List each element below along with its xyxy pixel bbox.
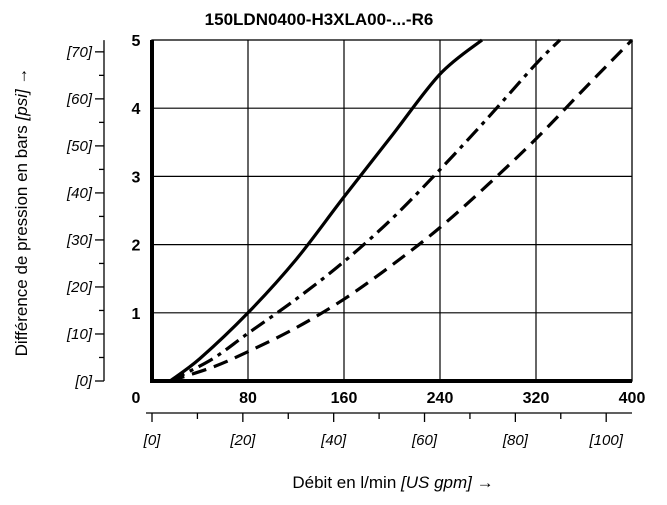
x-tick-label-320: 320 <box>523 390 550 407</box>
x-secondary-tick-label-20: [20] <box>229 432 256 449</box>
tick-labels: 0 80 160 240 320 400 1 2 3 4 5 [0] [20] [40] [60] [80] [… <box>66 33 645 449</box>
y-secondary-tick-label-0: [0] <box>74 373 93 390</box>
series-line-solid <box>169 38 484 383</box>
x-secondary-tick-label-100: [100] <box>589 432 624 449</box>
series-line-dashed <box>169 38 634 383</box>
y-secondary-tick-label-50: [50] <box>66 138 93 155</box>
y-secondary-tick-label-40: [40] <box>66 185 93 202</box>
x-axis-label-text: Débit en l/min <box>292 473 396 492</box>
y-tick-label-5: 5 <box>132 33 141 50</box>
x-secondary-tick-label-60: [60] <box>411 432 438 449</box>
y-axis-label-text: Différence de pression en bars <box>12 125 31 356</box>
plot-frame <box>151 39 633 382</box>
y-tick-label-3: 3 <box>132 169 141 186</box>
x-tick-label-80: 80 <box>239 390 257 407</box>
x-secondary-tick-label-80: [80] <box>502 432 529 449</box>
x-secondary-tick-label-0: [0] <box>143 432 162 449</box>
y-tick-label-1: 1 <box>132 306 141 323</box>
y-tick-label-4: 4 <box>132 101 141 118</box>
series-group <box>169 38 634 383</box>
y-secondary-tick-label-70: [70] <box>66 44 93 61</box>
y-secondary-tick-label-10: [10] <box>66 326 93 343</box>
x-tick-label-400: 400 <box>619 390 646 407</box>
x-axis-label-unit: [US gpm] → <box>400 473 494 492</box>
grid <box>151 39 633 382</box>
series-line-dash-dot <box>169 38 562 383</box>
x-tick-label-160: 160 <box>331 390 358 407</box>
y-axis-label: Différence de pression en bars [psi] → <box>12 68 31 357</box>
y-secondary-tick-label-30: [30] <box>66 232 93 249</box>
x-secondary-tick-label-40: [40] <box>320 432 347 449</box>
axes <box>95 40 632 422</box>
x-axis-label: Débit en l/min [US gpm] → <box>292 473 493 492</box>
x-tick-label-240: 240 <box>427 390 454 407</box>
y-secondary-tick-label-20: [20] <box>66 279 93 296</box>
y-tick-label-2: 2 <box>132 238 141 255</box>
x-tick-label-0: 0 <box>132 390 141 407</box>
y-secondary-tick-label-60: [60] <box>66 91 93 108</box>
y-axis-label-unit: [psi] → <box>12 68 31 122</box>
chart-title: 150LDN0400-H3XLA00-...-R6 <box>205 10 434 29</box>
